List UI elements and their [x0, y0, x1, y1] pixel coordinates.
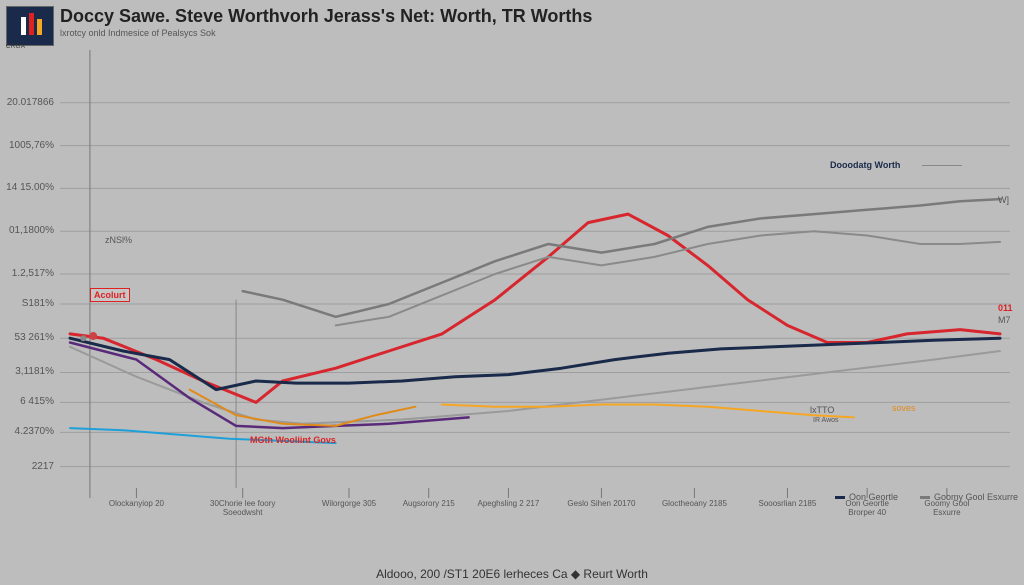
- y-tick-label: 1005,76%: [4, 140, 54, 151]
- y-tick-label: S181%: [4, 298, 54, 309]
- y-tick-label: 01,1800%: [4, 225, 54, 236]
- annotation: W]: [998, 195, 1009, 205]
- x-tick-label: Sooosrlian 2185: [752, 500, 822, 509]
- y-tick-label: 3,1181%: [4, 366, 54, 377]
- annotation: zNSl%: [105, 235, 132, 245]
- x-tick-label: Goomy Gool Esxurre: [912, 500, 982, 518]
- annotation: 011: [998, 303, 1013, 313]
- plot-area: [60, 50, 1010, 498]
- y-tick-label: 53 261%: [4, 332, 54, 343]
- x-tick-label: Geslo Sihen 20170: [566, 500, 636, 509]
- legend-entry: Oon Geortle: [835, 492, 898, 502]
- y-tick-label: 4.2370%: [4, 426, 54, 437]
- annotation: soves: [892, 403, 916, 413]
- annotation: Dooodatg Worth: [830, 160, 900, 170]
- legend-entry: Goomy Gool Esxurre: [920, 492, 1018, 502]
- chart-subtitle: lxrotcy onld Indmesice of Pealsycs Sok: [60, 28, 216, 38]
- annotation: IR Awos: [813, 417, 839, 424]
- logo-text: CRGA: [6, 44, 25, 50]
- x-tick-label: 30Chorie lee foory Soeodwsht: [208, 500, 278, 518]
- chart-title: Doccy Sawe. Steve Worthvorh Jerass's Net…: [60, 6, 592, 27]
- x-axis-title: Aldooo, 200 /ST1 20E6 lerheces Ca ◆ Reur…: [0, 567, 1024, 581]
- x-tick-label: Olockanyiop 20: [101, 500, 171, 509]
- x-tick-label: Wilorgorge 305: [314, 500, 384, 509]
- logo: [6, 6, 54, 46]
- plot-svg: [60, 50, 1010, 498]
- annotation: lxTTO: [810, 405, 834, 415]
- y-tick-label: 6 415%: [4, 396, 54, 407]
- y-tick-label: 14 15.00%: [4, 182, 54, 193]
- x-tick-label: Gloctheoany 2185: [659, 500, 729, 509]
- y-tick-label: 20.017866: [4, 97, 54, 108]
- y-tick-label: 2217: [4, 461, 54, 472]
- chart-stage: { "title": "Doccy Sawe. Steve Worthvorh …: [0, 0, 1024, 585]
- x-tick-label: Oon Geortle Brorper 40: [832, 500, 902, 518]
- annotation: M7: [998, 315, 1011, 325]
- x-tick-label: Augsorory 215: [394, 500, 464, 509]
- annotation: Acolurt: [90, 288, 130, 302]
- y-tick-label: 1.2,517%: [4, 268, 54, 279]
- x-tick-label: Apeghsling 2 217: [473, 500, 543, 509]
- annotation: MGth Wooliint Govs: [250, 435, 336, 445]
